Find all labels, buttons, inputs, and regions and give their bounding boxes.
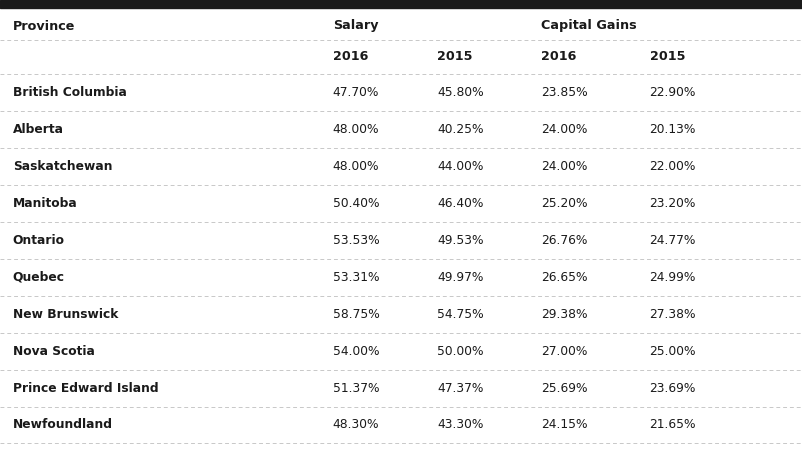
Text: Salary: Salary [333,19,379,32]
Text: 23.85%: 23.85% [541,87,588,100]
Text: Province: Province [13,19,75,32]
Text: 23.20%: 23.20% [650,197,696,210]
Text: 26.76%: 26.76% [541,234,588,247]
Text: 24.00%: 24.00% [541,123,588,136]
Text: 24.99%: 24.99% [650,271,696,284]
Text: Nova Scotia: Nova Scotia [13,345,95,358]
Text: 53.31%: 53.31% [333,271,379,284]
Text: Manitoba: Manitoba [13,197,78,210]
Text: 2015: 2015 [437,50,472,63]
Text: 2016: 2016 [333,50,368,63]
Text: 51.37%: 51.37% [333,382,379,395]
Text: 24.77%: 24.77% [650,234,696,247]
Text: 49.97%: 49.97% [437,271,484,284]
Text: Ontario: Ontario [13,234,65,247]
Text: 48.00%: 48.00% [333,160,379,173]
Text: 23.69%: 23.69% [650,382,696,395]
Text: 24.15%: 24.15% [541,418,588,431]
Text: 25.69%: 25.69% [541,382,588,395]
Text: 29.38%: 29.38% [541,308,588,321]
Text: 2016: 2016 [541,50,577,63]
Text: 46.40%: 46.40% [437,197,484,210]
Text: 44.00%: 44.00% [437,160,484,173]
Text: Capital Gains: Capital Gains [541,19,637,32]
Text: 54.00%: 54.00% [333,345,379,358]
Text: Newfoundland: Newfoundland [13,418,113,431]
Text: 45.80%: 45.80% [437,87,484,100]
Text: 22.00%: 22.00% [650,160,696,173]
Text: Prince Edward Island: Prince Edward Island [13,382,159,395]
Text: 27.00%: 27.00% [541,345,588,358]
Text: 54.75%: 54.75% [437,308,484,321]
Text: 25.00%: 25.00% [650,345,696,358]
Text: British Columbia: British Columbia [13,87,127,100]
Text: Quebec: Quebec [13,271,65,284]
Text: 47.70%: 47.70% [333,87,379,100]
Text: 40.25%: 40.25% [437,123,484,136]
Text: 47.37%: 47.37% [437,382,484,395]
Text: Saskatchewan: Saskatchewan [13,160,112,173]
Text: 48.00%: 48.00% [333,123,379,136]
Text: 2015: 2015 [650,50,685,63]
Text: 22.90%: 22.90% [650,87,696,100]
Text: 27.38%: 27.38% [650,308,696,321]
Text: 53.53%: 53.53% [333,234,379,247]
Text: 26.65%: 26.65% [541,271,588,284]
Bar [0,0,802,8]
Text: 24.00%: 24.00% [541,160,588,173]
Text: 21.65%: 21.65% [650,418,696,431]
Text: 48.30%: 48.30% [333,418,379,431]
Text: 58.75%: 58.75% [333,308,379,321]
Text: 50.40%: 50.40% [333,197,379,210]
Text: 43.30%: 43.30% [437,418,484,431]
Text: 49.53%: 49.53% [437,234,484,247]
Text: 50.00%: 50.00% [437,345,484,358]
Text: Alberta: Alberta [13,123,64,136]
Text: 25.20%: 25.20% [541,197,588,210]
Text: New Brunswick: New Brunswick [13,308,118,321]
Text: 20.13%: 20.13% [650,123,696,136]
